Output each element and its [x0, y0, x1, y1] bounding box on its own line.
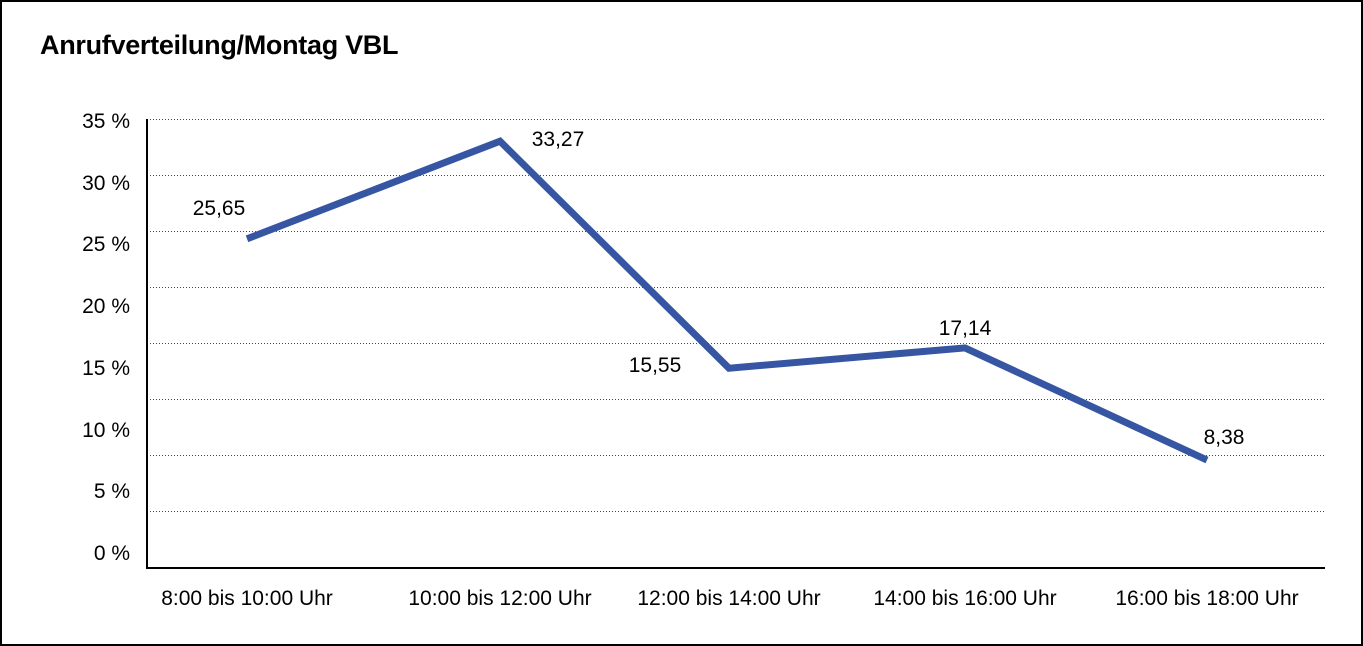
- data-point-label: 8,38: [1203, 426, 1245, 450]
- y-tick-label: 20 %: [82, 295, 130, 319]
- data-point-label: 17,14: [938, 316, 992, 340]
- data-point-label: 33,27: [531, 128, 585, 152]
- y-tick-label: 15 %: [82, 356, 130, 380]
- gridline: [147, 119, 1325, 120]
- x-category-label: 8:00 bis 10:00 Uhr: [161, 587, 333, 610]
- x-category-label: 12:00 bis 14:00 Uhr: [637, 587, 821, 610]
- gridline: [147, 343, 1325, 345]
- y-tick-label: 30 %: [82, 171, 130, 195]
- y-tick-label: 25 %: [82, 233, 130, 257]
- y-tick-label: 10 %: [82, 418, 130, 442]
- chart-title: Anrufverteilung/Montag VBL: [40, 30, 399, 60]
- x-axis-line: [146, 566, 1325, 569]
- gridline: [147, 511, 1325, 513]
- x-category-label: 14:00 bis 16:00 Uhr: [873, 587, 1057, 610]
- data-point-label: 25,65: [192, 196, 246, 220]
- gridline: [147, 287, 1325, 289]
- y-axis-line: [146, 119, 148, 569]
- y-tick-label: 0 %: [93, 541, 130, 565]
- x-category-label: 10:00 bis 12:00 Uhr: [408, 587, 592, 610]
- data-point-label: 15,55: [628, 354, 682, 378]
- x-category-label: 16:00 bis 18:00 Uhr: [1115, 587, 1299, 610]
- gridline: [147, 455, 1325, 457]
- gridline: [147, 175, 1325, 177]
- y-tick-label: 35 %: [82, 110, 130, 133]
- data-series-line: [245, 137, 1209, 464]
- gridline: [147, 399, 1325, 401]
- y-tick-label: 5 %: [93, 480, 130, 504]
- gridline: [147, 231, 1325, 233]
